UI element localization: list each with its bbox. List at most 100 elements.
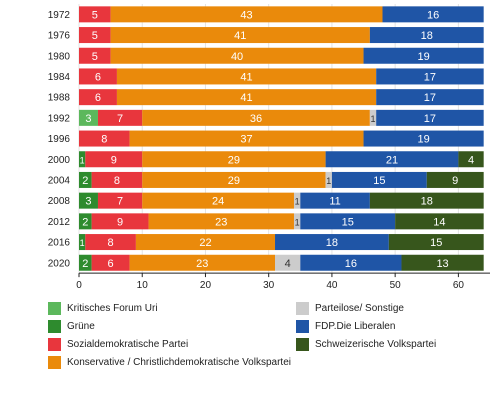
bar-segment <box>388 234 484 251</box>
data-label: 5 <box>92 30 98 42</box>
x-tick-label: 20 <box>200 280 212 291</box>
data-label: 9 <box>111 154 117 166</box>
data-label: 18 <box>421 30 433 42</box>
y-tick-label: 2000 <box>48 155 71 166</box>
data-label: 16 <box>427 9 439 21</box>
y-tick-label: 1988 <box>48 93 71 104</box>
bar-segment <box>97 109 143 126</box>
data-label: 41 <box>240 71 252 83</box>
bar-segment <box>401 254 484 271</box>
data-label: 8 <box>108 237 114 249</box>
x-tick-label: 60 <box>453 280 465 291</box>
bar-segment <box>110 27 370 44</box>
data-label: 2 <box>82 175 88 187</box>
data-label: 5 <box>92 51 98 63</box>
bar-segment <box>331 171 427 188</box>
bar-segment <box>110 6 383 23</box>
data-label: 2 <box>82 216 88 228</box>
bar-segment <box>458 151 484 168</box>
data-label: 1 <box>326 176 331 186</box>
bar-segment <box>79 171 92 188</box>
data-label: 21 <box>386 154 398 166</box>
legend-item: Grüne <box>48 319 95 333</box>
bar-segment <box>79 151 86 168</box>
bar-segment <box>116 68 377 85</box>
data-label: 14 <box>433 216 445 228</box>
x-tick-label: 0 <box>76 280 82 291</box>
bar-segment <box>148 213 294 230</box>
x-axis: 0 10 20 30 40 50 60 <box>76 272 490 291</box>
bar-segment <box>325 151 459 168</box>
bar-segment <box>91 171 143 188</box>
data-label: 8 <box>101 134 107 146</box>
x-tick-label: 30 <box>263 280 275 291</box>
x-tick-label: 40 <box>326 280 338 291</box>
legend-item: Kritisches Forum Uri <box>48 301 158 315</box>
bar-segment <box>142 151 326 168</box>
legend-label: Schweizerische Volkspartei <box>315 338 437 350</box>
legend-item: Sozialdemokratische Partei <box>48 337 188 351</box>
data-label: 41 <box>234 30 246 42</box>
data-label: 5 <box>92 9 98 21</box>
data-label: 29 <box>228 154 240 166</box>
data-label: 24 <box>212 196 224 208</box>
data-label: 9 <box>117 216 123 228</box>
y-tick-label: 2008 <box>48 196 71 207</box>
x-tick-label: 10 <box>137 280 149 291</box>
legend-label: Konservative / Christlichdemokratische V… <box>67 356 291 368</box>
data-label: 9 <box>452 175 458 187</box>
bar-segment <box>116 89 377 106</box>
data-label: 17 <box>424 71 436 83</box>
data-label: 43 <box>240 9 252 21</box>
data-label: 4 <box>468 154 474 166</box>
legend-swatch <box>296 337 309 351</box>
y-tick-label: 1996 <box>48 134 71 145</box>
legend-item: FDP.Die Liberalen <box>296 319 395 333</box>
bar-segment <box>300 192 370 209</box>
data-label: 1 <box>295 217 300 227</box>
bar-segment <box>300 213 396 230</box>
legend-swatch <box>48 355 61 369</box>
bar-segment <box>85 234 136 251</box>
data-label: 3 <box>85 196 91 208</box>
bar-segment <box>369 192 484 209</box>
bar-segment <box>91 254 130 271</box>
data-label: 19 <box>417 134 429 146</box>
data-label: 22 <box>199 237 211 249</box>
data-label: 18 <box>326 237 338 249</box>
x-tick-label: 50 <box>390 280 402 291</box>
legend-swatch <box>296 301 309 315</box>
y-tick-label: 1992 <box>48 113 71 124</box>
y-tick-label: 2012 <box>48 217 71 228</box>
bar-segment <box>79 234 86 251</box>
data-label: 3 <box>85 113 91 125</box>
bar-segment <box>363 130 484 147</box>
data-label: 1 <box>371 114 376 124</box>
data-label: 40 <box>231 51 243 63</box>
data-label: 1 <box>80 155 85 165</box>
data-label: 7 <box>117 196 123 208</box>
data-label: 8 <box>114 175 120 187</box>
bar-segment <box>79 89 117 106</box>
bar-segment <box>293 192 301 209</box>
data-label: 15 <box>373 175 385 187</box>
bar-segment <box>91 213 149 230</box>
data-label: 6 <box>95 71 101 83</box>
data-label: 36 <box>250 113 262 125</box>
y-tick-label: 1976 <box>48 31 71 42</box>
bar-segment <box>293 213 301 230</box>
data-label: 15 <box>430 237 442 249</box>
bar-segment <box>85 151 143 168</box>
legend-item: Konservative / Christlichdemokratische V… <box>48 355 291 369</box>
data-label: 2 <box>82 258 88 270</box>
data-label: 23 <box>215 216 227 228</box>
legend-swatch <box>48 319 61 333</box>
bar-segment <box>79 254 92 271</box>
data-label: 4 <box>285 258 291 270</box>
data-label: 37 <box>240 134 252 146</box>
bar-segment <box>110 47 364 64</box>
bar-segment <box>300 254 402 271</box>
bar-segment <box>376 89 484 106</box>
bar-segment <box>325 171 332 188</box>
